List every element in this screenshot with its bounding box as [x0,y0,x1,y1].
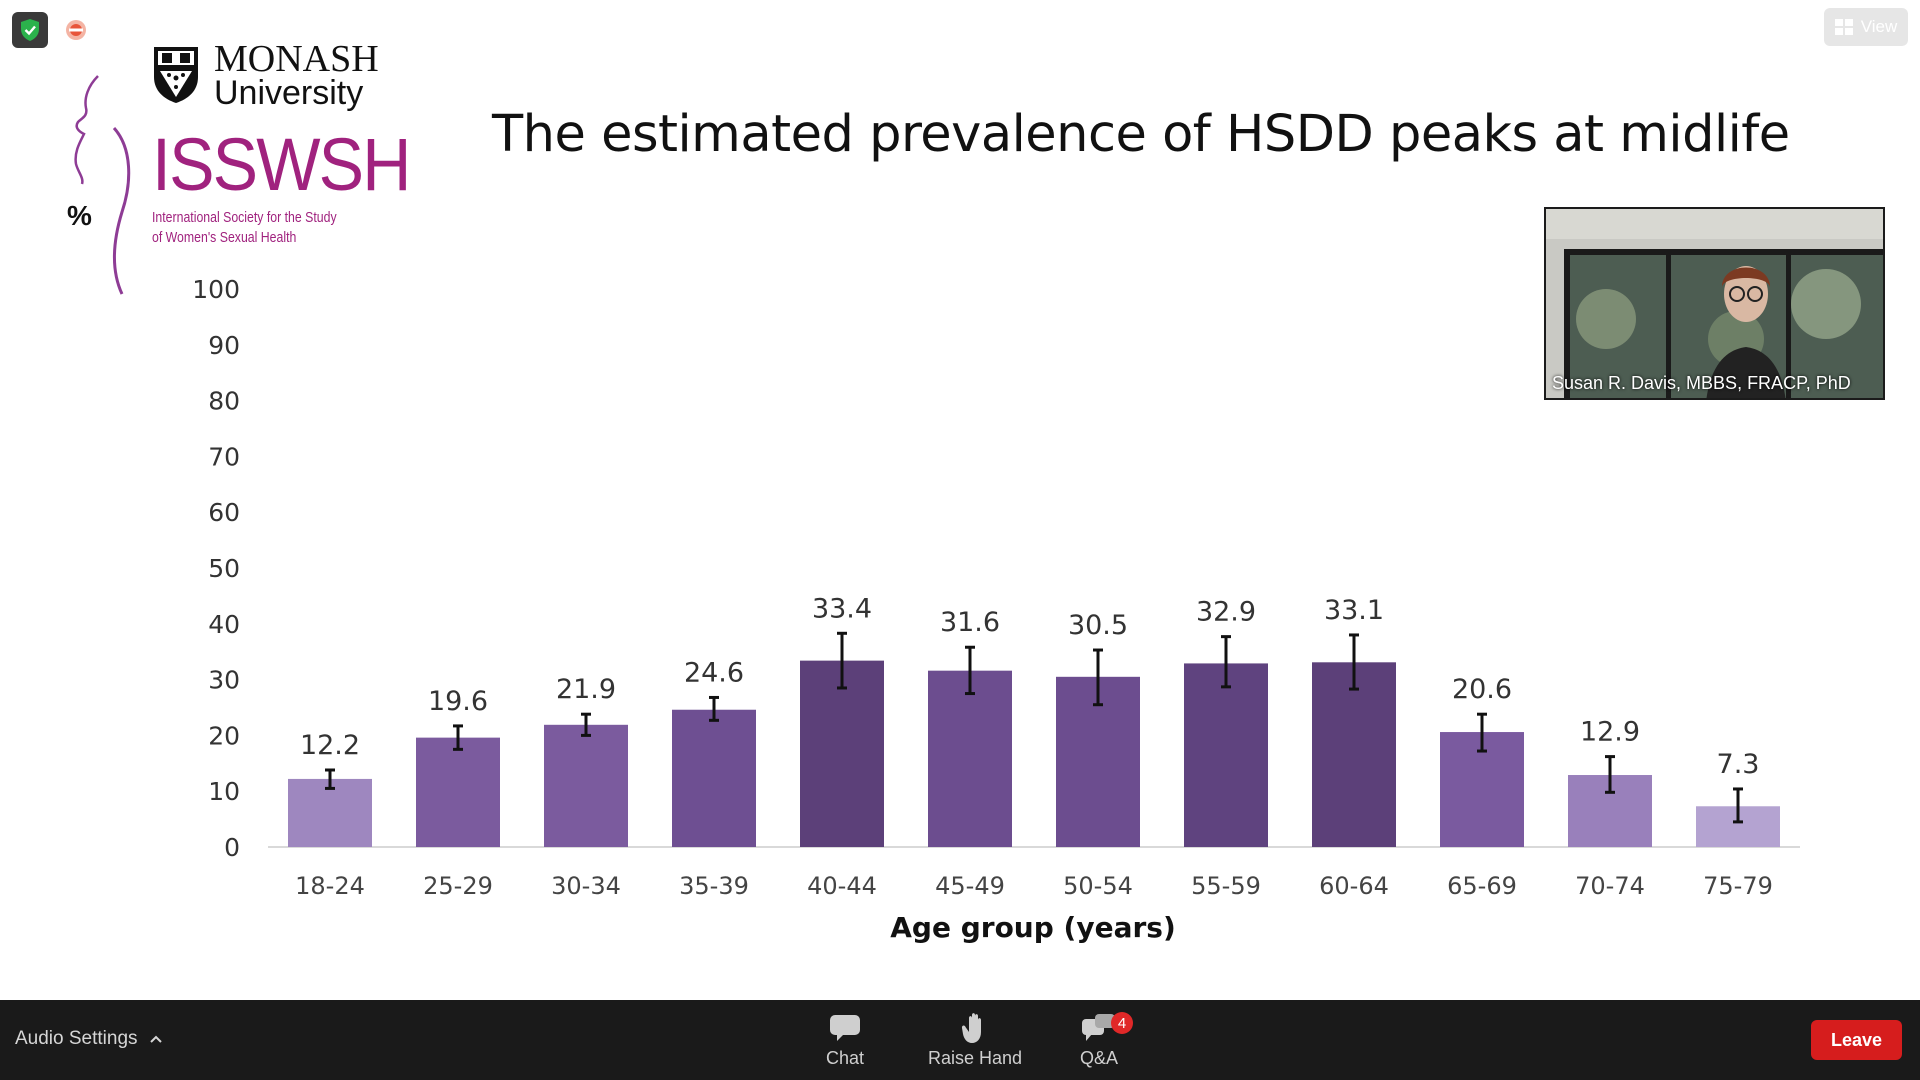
data-label: 30.5 [1068,610,1128,641]
isswsh-tagline-1: International Society for the Study [152,209,337,226]
bar [1184,663,1268,847]
bar [672,709,756,847]
x-tick-label: 30-34 [551,872,621,900]
bar [800,660,884,847]
chevron-up-icon [149,1035,162,1043]
security-shield-badge[interactable] [12,12,48,48]
isswsh-logo: ISSWSH International Society for the Stu… [152,128,432,247]
monash-wordmark: MONASH [214,38,379,80]
audio-settings-label: Audio Settings [15,1028,138,1049]
data-label: 21.9 [556,674,616,705]
data-label: 32.9 [1196,597,1256,628]
participant-name-label: Susan R. Davis, MBBS, FRACP, PhD [1552,373,1851,393]
y-tick-label: 80 [208,387,240,416]
chat-bubble-icon [830,1015,861,1041]
bar [544,724,628,847]
qa-bubbles-icon [1082,1014,1115,1041]
y-tick-label: 50 [208,554,240,583]
qa-button[interactable]: 4 Q&A [1080,1008,1133,1069]
grid-view-icon [1834,19,1853,35]
data-label: 33.4 [812,593,872,624]
data-label: 24.6 [684,657,744,688]
university-wordmark: University [214,74,364,112]
recording-indicator[interactable] [62,16,90,44]
data-label: 33.1 [1324,595,1384,626]
raise-hand-button[interactable]: Raise Hand [928,1008,1022,1069]
x-axis-title: Age group (years) [890,911,1175,944]
presenter-video-feed [1546,209,1883,398]
presenter-video-tile[interactable]: Susan R. Davis, MBBS, FRACP, PhD [1544,207,1885,400]
isswsh-silhouette-logo [74,75,131,295]
y-tick-label: 40 [208,610,240,639]
raise-hand-icon [961,1013,982,1043]
x-tick-label: 25-29 [423,872,493,900]
monash-logo: MONASH University [150,40,379,110]
data-label: 12.2 [300,730,360,761]
y-tick-label: 30 [208,666,240,695]
isswsh-tagline-2: of Women's Sexual Health [152,228,297,246]
data-label: 31.6 [940,607,1000,638]
shield-check-icon [21,19,39,41]
bar [928,670,1012,847]
x-tick-label: 75-79 [1703,872,1773,900]
qa-count-badge: 4 [1111,1012,1133,1034]
bar [288,778,372,847]
leave-button[interactable]: Leave [1811,1020,1902,1060]
x-tick-label: 55-59 [1191,872,1261,900]
x-tick-label: 18-24 [295,872,365,900]
x-tick-label: 35-39 [679,872,749,900]
y-tick-label: 10 [208,777,240,806]
chat-label: Chat [826,1048,865,1068]
view-button-label: View [1860,17,1898,36]
data-label: 19.6 [428,686,488,717]
y-tick-label: 20 [208,721,240,750]
x-tick-label: 60-64 [1319,872,1389,900]
x-tick-label: 65-69 [1447,872,1517,900]
audio-settings-button[interactable]: Audio Settings [15,1028,162,1050]
prevalence-bar-chart: 0 10 20 30 40 50 60 70 80 90 100 12.2 18-24 19.6 25-29… [192,275,1800,944]
bar [416,737,500,847]
y-tick-label: 90 [208,331,240,360]
x-tick-label: 70-74 [1575,872,1645,900]
y-tick-label: 70 [208,442,240,471]
x-tick-label: 45-49 [935,872,1005,900]
meeting-toolbar: Audio Settings Chat Raise Hand [0,1000,1920,1080]
x-tick-label: 40-44 [807,872,877,900]
data-label: 20.6 [1452,674,1512,705]
y-tick-label: 60 [208,498,240,527]
slide-title: The estimated prevalence of HSDD peaks a… [492,105,1790,164]
bar [1312,662,1396,847]
record-icon [66,20,86,40]
monash-crest-icon [154,47,198,103]
qa-label: Q&A [1080,1048,1119,1068]
y-tick-label: 100 [192,275,240,304]
isswsh-wordmark: ISSWSH [152,123,411,206]
y-tick-label: 0 [224,833,240,862]
y-axis-unit-label: % [67,200,92,231]
chat-button[interactable]: Chat [826,1008,864,1069]
view-button[interactable]: View [1824,8,1908,46]
raise-hand-label: Raise Hand [928,1048,1023,1068]
data-label: 7.3 [1717,749,1760,780]
data-label: 12.9 [1580,717,1640,748]
x-tick-label: 50-54 [1063,872,1133,900]
